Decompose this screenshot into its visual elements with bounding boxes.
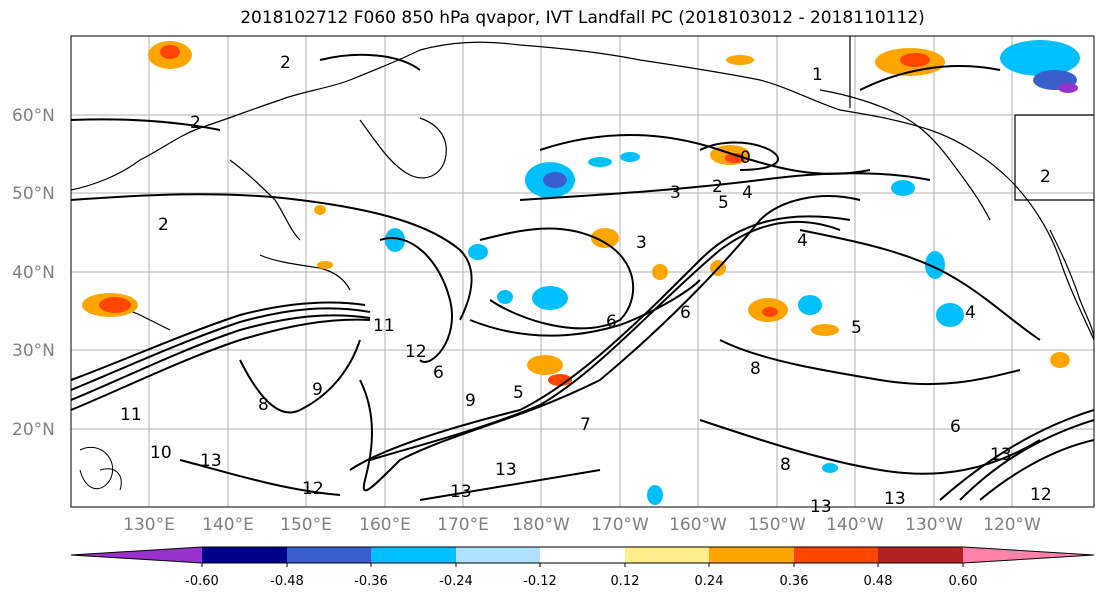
lat-label-60n: 60°N (12, 106, 55, 126)
contour-label-group: 2 1 2 0 3 2 4 5 2 4 6 11 12 6 5 3 6 9 5 … (120, 53, 1052, 517)
lat-label-30n: 30°N (12, 341, 55, 361)
lon-label: 130°W (905, 515, 963, 535)
zero-contours (79, 446, 122, 491)
contour-label: 2 (712, 177, 723, 197)
contour-label: 11 (120, 405, 142, 425)
colorbar-segment (456, 547, 540, 563)
lon-label: 150°E (280, 515, 332, 535)
colorbar-tick-label: 0.36 (780, 574, 809, 589)
colorbar-tick-label: 0.60 (949, 574, 978, 589)
lat-label-50n: 50°N (12, 184, 55, 204)
lat-label-40n: 40°N (12, 263, 55, 283)
lon-label: 160°E (359, 515, 411, 535)
contour-label: 13 (495, 460, 517, 480)
colorbar-segment (878, 547, 963, 563)
contour-label: 9 (465, 391, 476, 411)
ivt-contours (71, 53, 1094, 501)
contour-label: 7 (580, 415, 591, 435)
lon-label: 140°W (826, 515, 884, 535)
contour-label: 10 (150, 443, 172, 463)
contour-label: 5 (513, 383, 524, 403)
colorbar-segment (202, 547, 287, 563)
colorbar-extend-high (963, 547, 1094, 563)
latitude-labels: 60°N 50°N 40°N 30°N 20°N (12, 106, 55, 440)
colorbar-tick-label: -0.36 (354, 574, 388, 589)
contour-label: 2 (1040, 167, 1051, 187)
contour-label: 5 (851, 318, 862, 338)
contour-label: 2 (280, 53, 291, 73)
graticule (71, 36, 1094, 507)
colorbar-tick-label: 0.48 (864, 574, 893, 589)
contour-label: 2 (190, 113, 201, 133)
longitude-labels: 130°E 140°E 150°E 160°E 170°E 180°W 170°… (123, 515, 1041, 535)
colorbar-segment (540, 547, 625, 563)
contour-label: 0 (740, 148, 751, 168)
colorbar (70, 546, 1095, 567)
lon-label: 150°W (748, 515, 806, 535)
lon-label: 120°W (983, 515, 1041, 535)
contour-label: 6 (950, 417, 961, 437)
contour-label: 3 (636, 233, 647, 253)
colorbar-ticks: -0.60 -0.48 -0.36 -0.24 -0.12 0.12 0.24 … (185, 574, 977, 589)
contour-label: 8 (750, 359, 761, 379)
contour-label: 6 (680, 303, 691, 323)
lon-label: 140°E (202, 515, 254, 535)
lon-label: 170°E (437, 515, 489, 535)
shaded-anomalies (82, 40, 1080, 505)
contour-label: 13 (884, 489, 906, 509)
contour-label: 6 (606, 312, 617, 332)
lon-label: 160°W (669, 515, 727, 535)
map-title: 2018102712 F060 850 hPa qvapor, IVT Land… (240, 8, 925, 28)
colorbar-segment (709, 547, 794, 563)
contour-label: 5 (718, 193, 729, 213)
contour-label: 13 (200, 451, 222, 471)
colorbar-segment (371, 547, 456, 563)
map-frame (70, 35, 1095, 508)
lon-label: 170°W (591, 515, 649, 535)
contour-label: 11 (373, 316, 395, 336)
colorbar-tick-label: -0.12 (523, 574, 557, 589)
contour-label: 6 (433, 363, 444, 383)
lon-label: 180°W (512, 515, 570, 535)
colorbar-tick-label: 0.24 (695, 574, 724, 589)
contour-label: 3 (670, 183, 681, 203)
lon-label: 130°E (123, 515, 175, 535)
colorbar-segment (625, 547, 709, 563)
contour-label: 13 (450, 482, 472, 502)
colorbar-segment (794, 547, 878, 563)
contour-label: 8 (780, 455, 791, 475)
colorbar-tick-label: 0.12 (611, 574, 640, 589)
contour-label: 4 (742, 183, 753, 203)
map-canvas (71, 36, 1094, 507)
lat-label-20n: 20°N (12, 420, 55, 440)
contour-label: 12 (1030, 485, 1052, 505)
contour-label: 12 (302, 479, 324, 499)
contour-label: 4 (797, 231, 808, 251)
contour-label: 8 (258, 395, 269, 415)
contour-label: 9 (312, 380, 323, 400)
coastlines (71, 36, 1094, 341)
colorbar-extend-low (71, 547, 202, 563)
colorbar-tick-label: -0.60 (185, 574, 219, 589)
contour-label: 2 (158, 215, 169, 235)
contour-label: 1 (812, 65, 823, 85)
contour-label: 12 (405, 342, 427, 362)
colorbar-tick-label: -0.24 (439, 574, 473, 589)
contour-label: 13 (810, 497, 832, 517)
contour-label: 13 (990, 445, 1012, 465)
contour-label: 4 (965, 303, 976, 323)
colorbar-tick-label: -0.48 (270, 574, 304, 589)
colorbar-segment (287, 547, 371, 563)
